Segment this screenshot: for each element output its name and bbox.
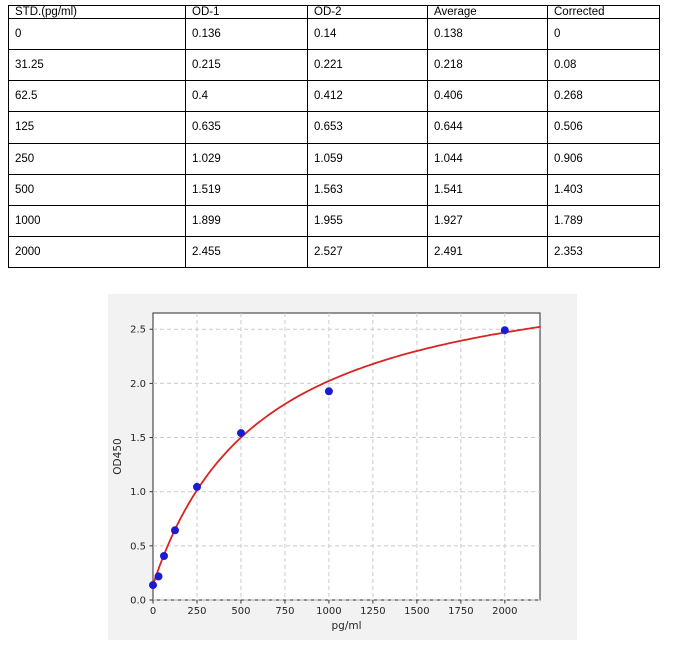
- standards-table-body: 0 0.136 0.14 0.138 0 31.25 0.215 0.221 0.218 0.08…: [8, 17, 660, 269]
- table-cell: 0.506: [547, 111, 660, 144]
- table-cell: 1.541: [427, 173, 548, 206]
- standards-table: STD.(pg/ml) OD-1 OD-2 Average Corrected 0 0.1…: [8, 5, 660, 269]
- table-cell: 1.029: [185, 142, 308, 175]
- table-cell: 500: [8, 173, 186, 206]
- data-point: [160, 552, 168, 560]
- table-cell: 1.059: [307, 142, 428, 175]
- x-tick-label: 1500: [404, 606, 429, 617]
- table-cell: 2.527: [307, 235, 428, 269]
- table-cell: 0: [547, 17, 660, 51]
- table-cell: 250: [8, 142, 186, 175]
- table-cell: 1.955: [307, 204, 428, 237]
- table-cell: 0.406: [427, 80, 548, 113]
- table-cell: 1.403: [547, 173, 660, 206]
- table-cell: 0.14: [307, 17, 428, 51]
- table-cell: 2.353: [547, 235, 660, 269]
- data-point: [500, 326, 509, 335]
- data-point: [324, 387, 333, 396]
- header-cell: OD-1: [185, 5, 308, 19]
- table-cell: 1.563: [307, 173, 428, 206]
- table-cell: 0.4: [185, 80, 308, 113]
- table-row: 2000 2.455 2.527 2.491 2.353: [8, 235, 660, 269]
- y-tick-label: 0.0: [130, 596, 146, 607]
- table-cell: 0.138: [427, 17, 548, 51]
- table-cell: 2.455: [185, 235, 308, 269]
- table-row: 250 1.029 1.059 1.044 0.906: [8, 142, 660, 175]
- table-cell: 125: [8, 111, 186, 144]
- header-cell: STD.(pg/ml): [8, 5, 186, 19]
- table-cell: 1.927: [427, 204, 548, 237]
- table-cell: 2000: [8, 235, 186, 269]
- y-tick-label: 2.0: [130, 379, 146, 390]
- table-cell: 0.136: [185, 17, 308, 51]
- table-cell: 0.218: [427, 49, 548, 82]
- x-tick-label: 500: [231, 606, 250, 617]
- fit-curve: [152, 326, 541, 586]
- header-cell: Corrected: [547, 5, 660, 19]
- table-cell: 1.044: [427, 142, 548, 175]
- header-cell: Average: [427, 5, 548, 19]
- x-tick-label: 750: [275, 606, 294, 617]
- y-tick-label: 2.5: [130, 325, 146, 336]
- table-cell: 1.899: [185, 204, 308, 237]
- x-tick-label: 1250: [360, 606, 385, 617]
- table-cell: 0.268: [547, 80, 660, 113]
- table-cell: 0.412: [307, 80, 428, 113]
- x-tick-label: 0: [150, 606, 156, 617]
- standard-curve-figure: 0 250 500 750 1000 1250 1500 1750 2000 0.0 0.5 1.0 1…: [108, 294, 577, 640]
- table-cell: 0.653: [307, 111, 428, 144]
- header-cell: OD-2: [307, 5, 428, 19]
- y-axis-label: OD450: [112, 438, 124, 474]
- table-row: 62.5 0.4 0.412 0.406 0.268: [8, 80, 660, 113]
- standards-table-header: STD.(pg/ml) OD-1 OD-2 Average Corrected: [8, 5, 660, 19]
- table-cell: 1.789: [547, 204, 660, 237]
- data-point: [237, 429, 245, 438]
- standard-curve-chart: 0 250 500 750 1000 1250 1500 1750 2000 0.0 0.5 1.0 1…: [108, 294, 577, 640]
- x-tick-label: 2000: [492, 606, 517, 617]
- table-row: 1000 1.899 1.955 1.927 1.789: [8, 204, 660, 237]
- data-point: [154, 572, 163, 581]
- data-point: [171, 526, 179, 535]
- table-cell: 0.221: [307, 49, 428, 82]
- y-tick-label: 1.5: [130, 433, 146, 444]
- table-cell: 0.644: [427, 111, 548, 144]
- table-cell: 2.491: [427, 235, 548, 269]
- x-tick-label: 1000: [316, 606, 341, 617]
- table-row: 125 0.635 0.653 0.644 0.506: [8, 111, 660, 144]
- y-tick-label: 1.0: [130, 487, 146, 498]
- table-header-row: STD.(pg/ml) OD-1 OD-2 Average Corrected: [8, 5, 660, 19]
- table-row: 0 0.136 0.14 0.138 0: [8, 17, 660, 51]
- x-tick-label: 250: [187, 606, 206, 617]
- plot-background: [153, 313, 540, 600]
- data-point: [149, 581, 157, 590]
- table-cell: 62.5: [8, 80, 186, 113]
- x-axis-label: pg/ml: [331, 620, 361, 632]
- table-cell: 1.519: [185, 173, 308, 206]
- table-cell: 0: [8, 17, 186, 51]
- table-row: 31.25 0.215 0.221 0.218 0.08: [8, 49, 660, 82]
- table-cell: 0.906: [547, 142, 660, 175]
- x-tick-label: 1750: [448, 606, 473, 617]
- table-cell: 0.08: [547, 49, 660, 82]
- table-cell: 1000: [8, 204, 186, 237]
- table-row: 500 1.519 1.563 1.541 1.403: [8, 173, 660, 206]
- table-cell: 0.215: [185, 49, 308, 82]
- plot-frame: [152, 312, 541, 601]
- y-tick-label: 0.5: [130, 541, 146, 552]
- data-point: [193, 482, 201, 491]
- table-cell: 31.25: [8, 49, 186, 82]
- table-cell: 0.635: [185, 111, 308, 144]
